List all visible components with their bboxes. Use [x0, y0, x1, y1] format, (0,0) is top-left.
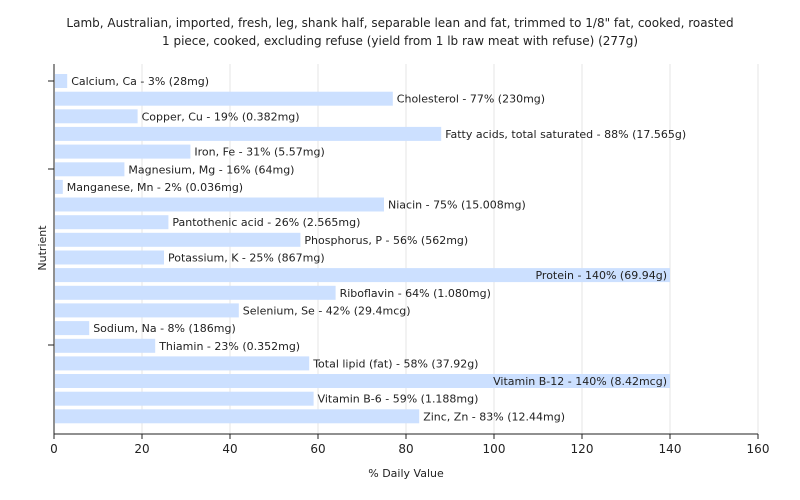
bar: [55, 74, 68, 88]
bar-labels: Calcium, Ca - 3% (28mg) Cholesterol - 77%…: [67, 75, 686, 423]
grid-lines: [54, 64, 759, 434]
bar-label: Cholesterol - 77% (230mg): [397, 93, 545, 106]
bar: [55, 109, 138, 124]
x-tick-label: 80: [398, 442, 413, 456]
x-tick-label: 0: [50, 442, 58, 456]
bar: [55, 285, 336, 300]
bar-label: Calcium, Ca - 3% (28mg): [71, 75, 209, 88]
bar-label: Vitamin B-6 - 59% (1.188mg): [318, 393, 479, 406]
bar: [55, 374, 670, 388]
bar-label: Thiamin - 23% (0.352mg): [158, 340, 300, 353]
bar-label: Manganese, Mn - 2% (0.036mg): [67, 181, 243, 194]
bar: [55, 356, 310, 371]
bar-label: Riboflavin - 64% (1.080mg): [340, 287, 491, 300]
bar: [55, 409, 420, 424]
bar-label: Fatty acids, total saturated - 88% (17.5…: [445, 128, 686, 141]
bar: [55, 250, 164, 265]
x-tick-label: 160: [747, 442, 770, 456]
bar: [55, 126, 442, 141]
bar-label: Total lipid (fat) - 58% (37.92g): [312, 357, 478, 370]
bar-label: Selenium, Se - 42% (29.4mcg): [243, 304, 411, 317]
bar-label: Pantothenic acid - 26% (2.565mg): [172, 216, 360, 229]
bars: [55, 74, 670, 424]
bar: [55, 232, 301, 247]
bar: [55, 162, 125, 177]
bar: [55, 179, 63, 194]
x-tick-label: 40: [222, 442, 237, 456]
chart-title-line-1: Lamb, Australian, imported, fresh, leg, …: [66, 16, 733, 30]
bar-label: Protein - 140% (69.94g): [535, 269, 667, 282]
x-tick-label: 60: [310, 442, 325, 456]
chart-title-line-2: 1 piece, cooked, excluding refuse (yield…: [162, 34, 638, 48]
bar: [55, 144, 191, 159]
bar-label: Niacin - 75% (15.008mg): [388, 199, 526, 212]
bar-label: Potassium, K - 25% (867mg): [168, 252, 325, 265]
bar: [55, 197, 384, 212]
y-axis-label: Nutrient: [36, 225, 49, 271]
x-axis-label: % Daily Value: [368, 467, 444, 480]
bar: [55, 321, 90, 336]
bar-label: Iron, Fe - 31% (5.57mg): [194, 146, 324, 159]
bar-label: Magnesium, Mg - 16% (64mg): [128, 163, 294, 176]
bar: [55, 215, 169, 230]
bar-label: Copper, Cu - 19% (0.382mg): [142, 110, 300, 123]
bar: [55, 91, 393, 106]
bar: [55, 268, 670, 283]
bar: [55, 338, 156, 353]
x-tick-label: 140: [659, 442, 682, 456]
bar-label: Phosphorus, P - 56% (562mg): [304, 234, 468, 247]
bar-label: Sodium, Na - 8% (186mg): [93, 322, 236, 335]
bar-label: Vitamin B-12 - 140% (8.42mcg): [493, 375, 667, 388]
bar: [55, 303, 239, 318]
x-axis-ticks: 0 20 40 60 80 100 120 140 160: [50, 434, 769, 456]
x-tick-label: 100: [483, 442, 506, 456]
x-tick-label: 20: [134, 442, 149, 456]
bar: [55, 391, 314, 406]
bar-label: Zinc, Zn - 83% (12.44mg): [423, 410, 565, 423]
x-tick-label: 120: [571, 442, 594, 456]
